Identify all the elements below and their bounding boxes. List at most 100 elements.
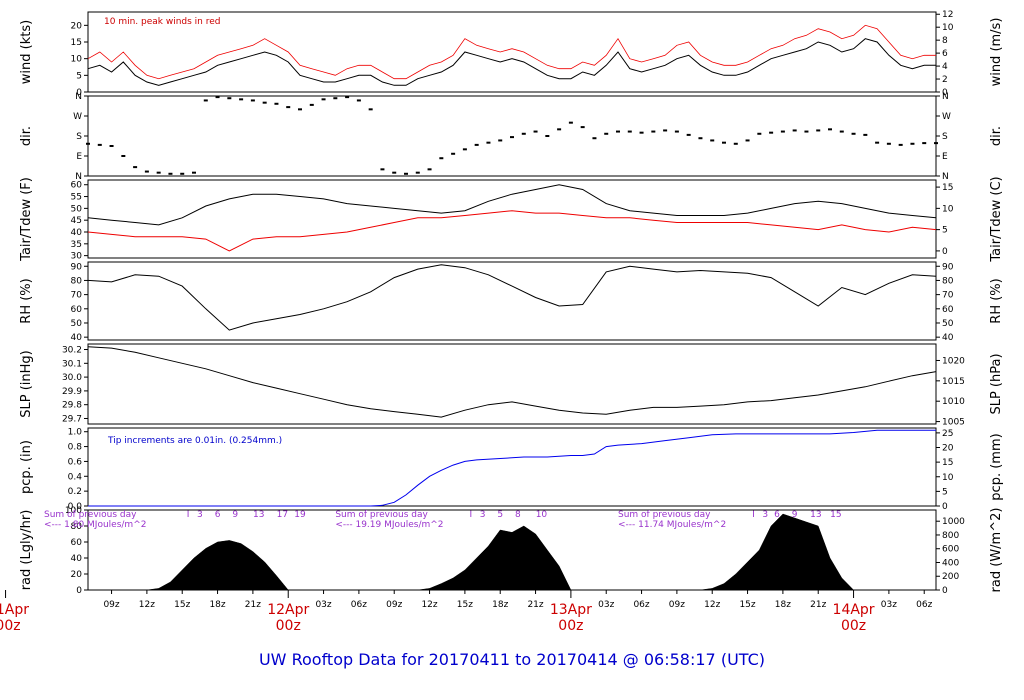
temp-left-tick-label: 40: [71, 228, 83, 238]
rad-hour-mark: 17: [277, 510, 288, 520]
chart-title: UW Rooftop Data for 20170411 to 20170414…: [259, 650, 765, 669]
rad-ylabel-left: rad (Lgly/hr): [19, 510, 34, 591]
temp-left-tick-label: 30: [71, 252, 83, 262]
rad-hour-mark: 6: [774, 510, 780, 520]
rad-hour-mark: 5: [497, 510, 503, 520]
rad-hour-mark: 10: [536, 510, 548, 520]
rad-hour-mark: 13: [810, 510, 821, 520]
wind-right-tick-label: 2: [942, 75, 948, 85]
rad-hour-mark: 3: [197, 510, 203, 520]
dir-point: [368, 108, 373, 111]
rh-left-tick-label: 90: [71, 262, 83, 272]
dir-left-tick-label: N: [75, 92, 82, 102]
pcp-series-0: [88, 429, 936, 507]
dir-point: [215, 96, 220, 99]
dir-point: [545, 135, 550, 137]
wind-left-tick-label: 10: [71, 55, 83, 65]
dir-point: [663, 129, 668, 132]
date-label-hour: 00z: [558, 618, 583, 634]
time-tick-label: 03z: [598, 600, 614, 610]
rad-right-tick-label: 1000: [942, 517, 965, 527]
dir-point: [863, 133, 868, 136]
temp-ylabel-left: Tair/Tdew (F): [19, 177, 34, 262]
pcp-left-tick-label: 0.8: [68, 443, 83, 453]
dir-point: [345, 96, 350, 99]
time-tick-label: 15z: [174, 600, 190, 610]
rh-right-tick-label: 90: [942, 262, 954, 272]
dir-point: [321, 98, 326, 101]
wind-left-tick-label: 5: [76, 71, 82, 81]
rad-right-tick-label: 0: [942, 586, 948, 596]
slp-ylabel-left: SLP (inHg): [19, 350, 34, 418]
date-label-hour: 00z: [0, 618, 21, 634]
rad-hour-mark: I: [752, 510, 755, 520]
pcp-ylabel-right: pcp. (mm): [989, 433, 1004, 500]
dir-point: [651, 130, 656, 133]
dir-point: [886, 142, 891, 145]
date-label-day: 12Apr: [267, 602, 309, 618]
rad-sum-label-line1: Sum of previous day: [335, 510, 428, 520]
dir-point: [392, 171, 397, 174]
wind-ylabel-right: wind (m/s): [989, 18, 1004, 87]
wind-right-tick-label: 4: [942, 62, 948, 72]
pcp-annotation: Tip increments are 0.01in. (0.254mm.): [107, 436, 282, 446]
pcp-ylabel-left: pcp. (in): [19, 440, 34, 494]
dir-point: [875, 141, 880, 144]
dir-point: [97, 143, 102, 146]
rad-hour-mark: I: [469, 510, 472, 520]
dir-point: [733, 142, 738, 145]
time-tick-label: 21z: [527, 600, 543, 610]
slp-series-0: [87, 346, 937, 418]
temp-right-tick-label: 10: [942, 204, 954, 214]
temp-left-tick-label: 60: [71, 181, 83, 191]
slp-left-tick-label: 29.9: [62, 387, 82, 397]
rad-hour-mark: 9: [792, 510, 798, 520]
time-tick-label: 12z: [704, 600, 720, 610]
dir-point: [828, 128, 832, 131]
dir-point: [757, 132, 762, 135]
dir-point: [639, 131, 644, 134]
pcp-left-tick-label: 1.0: [68, 428, 83, 438]
dir-point: [250, 99, 255, 102]
dir-point: [298, 108, 302, 111]
time-tick-label: 18z: [492, 600, 508, 610]
dir-point: [486, 141, 491, 144]
rad-sum-label-line2: <--- 1.80 MJoules/m^2: [44, 520, 146, 530]
dir-ylabel-left: dir.: [19, 126, 34, 146]
rad-left-tick-label: 20: [71, 570, 83, 580]
rad-sum-label-line1: Sum of previous day: [44, 510, 137, 520]
dir-point: [580, 126, 585, 129]
rad-right-tick-label: 800: [942, 531, 959, 541]
rad-hour-mark: 3: [480, 510, 486, 520]
dir-point: [356, 99, 361, 102]
dir-point: [439, 157, 444, 160]
time-tick-label: 06z: [351, 600, 367, 610]
dir-point: [192, 171, 196, 174]
wind-frame: [87, 11, 937, 93]
wind-left-tick-label: 0: [76, 88, 82, 98]
dir-point: [286, 106, 291, 109]
dir-point: [804, 130, 809, 133]
temp-left-tick-label: 35: [71, 240, 82, 250]
rh-left-tick-label: 70: [71, 291, 83, 301]
pcp-right-tick-label: 5: [942, 487, 948, 497]
pcp-right-tick-label: 25: [942, 429, 953, 439]
temp-left-tick-label: 55: [71, 193, 82, 203]
dir-point: [769, 131, 774, 134]
dir-point: [474, 143, 479, 146]
rad-hour-mark: 9: [232, 510, 238, 520]
wind-right-tick-label: 6: [942, 49, 948, 59]
dir-point: [780, 130, 785, 133]
dir-point: [333, 97, 338, 100]
rad-sum-label-line2: <--- 11.74 MJoules/m^2: [618, 520, 726, 530]
dir-point: [934, 142, 938, 145]
time-tick-label: 21z: [810, 600, 826, 610]
pcp-right-tick-label: 10: [942, 473, 954, 483]
time-tick-label: 18z: [209, 600, 225, 610]
dir-point: [121, 155, 126, 157]
dir-point: [203, 99, 208, 102]
dir-point: [722, 141, 726, 144]
temp-right-tick-label: 5: [942, 226, 948, 236]
pcp-left-tick-label: 0.6: [68, 457, 83, 467]
dir-point: [510, 136, 514, 139]
